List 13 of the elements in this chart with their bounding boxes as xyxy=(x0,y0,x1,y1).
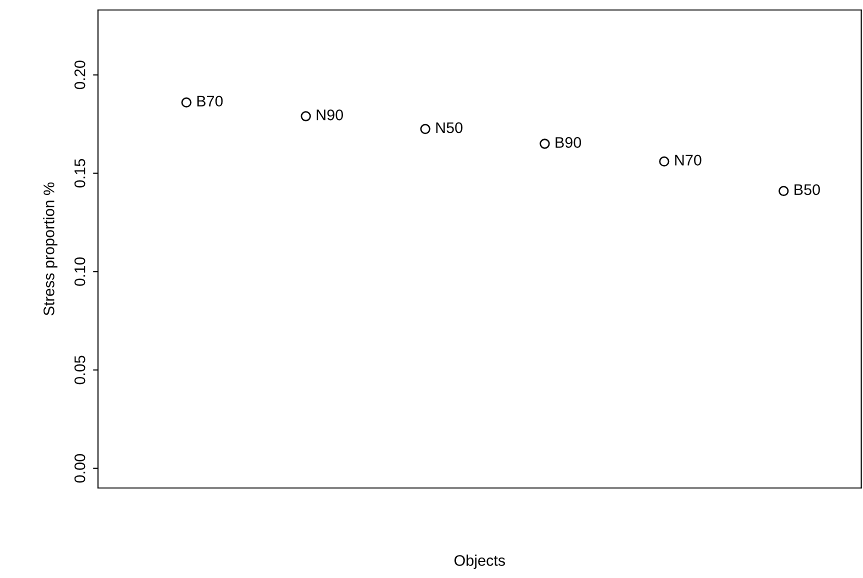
data-label: B50 xyxy=(794,184,820,196)
data-label: B70 xyxy=(197,96,223,107)
data-label: N70 xyxy=(675,154,702,166)
data-label: N90 xyxy=(316,110,343,120)
y-tick-label: 0.15 xyxy=(74,159,86,188)
y-tick-label: 0.05 xyxy=(74,356,86,384)
x-axis-title: Objects xyxy=(454,554,505,569)
data-label: N50 xyxy=(436,122,462,134)
y-tick-label: 0.10 xyxy=(74,257,86,286)
y-tick-label: 0.00 xyxy=(74,454,86,483)
y-axis-title: Stress proportion % xyxy=(43,182,58,316)
data-label: B90 xyxy=(556,137,582,148)
y-tick-label: 0.20 xyxy=(74,60,86,90)
